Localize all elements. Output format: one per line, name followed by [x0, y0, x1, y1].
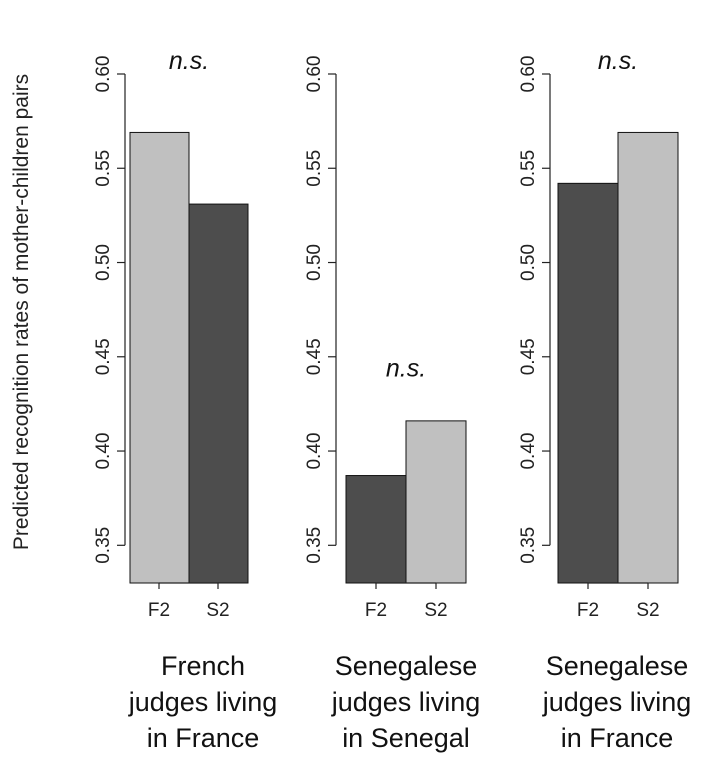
bar-f2 [557, 182, 619, 584]
y-tick-label: 0.35 [93, 527, 114, 564]
y-tick-label: 0.55 [518, 150, 539, 187]
panel-title-line: judges living [331, 687, 481, 717]
x-tick-label: F2 [365, 600, 387, 621]
bar-s2 [405, 420, 467, 584]
y-tick-label: 0.45 [93, 338, 114, 375]
panel-title-line: in France [146, 723, 260, 753]
panel-title-line: Senegalese [334, 651, 478, 681]
x-tick-label: F2 [148, 600, 170, 621]
panel-title-senegalese-in-senegal: Senegalese judges living in Senegal [306, 648, 506, 756]
y-tick-label: 0.50 [518, 244, 539, 281]
bar-f2 [129, 131, 190, 584]
y-tick-label: 0.35 [518, 527, 539, 564]
y-tick-label: 0.40 [93, 433, 114, 470]
y-tick-label: 0.60 [304, 56, 325, 93]
panel-title-line: in Senegal [342, 723, 470, 753]
panel-title-line: in France [560, 723, 674, 753]
panel-title-line: Senegalese [545, 651, 689, 681]
panel-title-senegalese-in-france: Senegalese judges living in France [517, 648, 703, 756]
y-tick-label: 0.50 [304, 244, 325, 281]
x-tick-label: S2 [206, 600, 229, 621]
y-tick-label: 0.35 [304, 527, 325, 564]
y-tick-label: 0.60 [93, 56, 114, 93]
y-tick-label: 0.60 [518, 56, 539, 93]
x-tick-label: S2 [424, 600, 447, 621]
y-tick-label: 0.45 [518, 338, 539, 375]
bar-s2 [188, 203, 249, 584]
x-tick-label: S2 [636, 600, 659, 621]
panel-title-french-in-france: French judges living in France [103, 648, 303, 756]
y-tick-label: 0.45 [304, 338, 325, 375]
significance-label: n.s. [386, 354, 426, 382]
y-tick-label: 0.50 [93, 244, 114, 281]
x-tick-label: F2 [577, 600, 599, 621]
y-tick-label: 0.55 [304, 150, 325, 187]
panel-title-line: judges living [128, 687, 278, 717]
bar-f2 [345, 475, 407, 584]
y-tick-label: 0.55 [93, 150, 114, 187]
panel-title-line: French [160, 651, 246, 681]
panel-title-line: judges living [542, 687, 692, 717]
y-tick-label: 0.40 [518, 433, 539, 470]
significance-label: n.s. [598, 47, 638, 75]
chart-area: Predicted recognition rates of mother-ch… [10, 47, 679, 621]
y-axis-label: Predicted recognition rates of mother-ch… [10, 74, 33, 550]
significance-label: n.s. [169, 47, 209, 75]
bar-s2 [617, 131, 679, 584]
y-tick-label: 0.40 [304, 433, 325, 470]
